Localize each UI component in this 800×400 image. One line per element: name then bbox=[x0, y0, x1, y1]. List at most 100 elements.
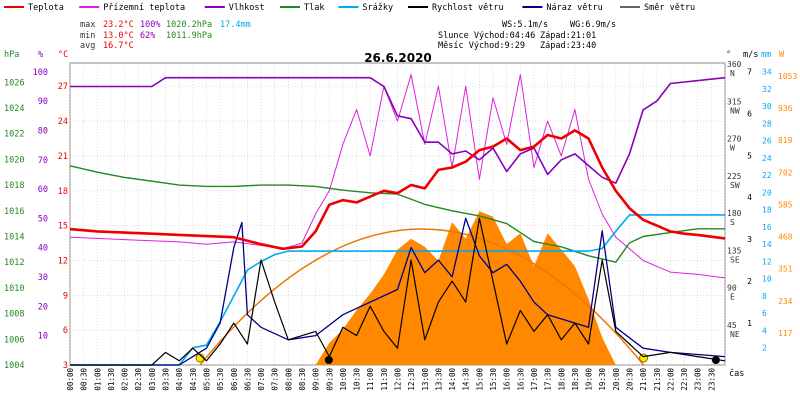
stats-max-temp: 23.2°C bbox=[103, 20, 134, 30]
tick-dir-deg: 180 bbox=[727, 209, 742, 218]
tick-hpa: 1026 bbox=[4, 78, 24, 88]
tick-x: 15:30 bbox=[489, 368, 498, 391]
tick-x: 18:30 bbox=[571, 368, 580, 391]
tick-mm: 30 bbox=[762, 102, 772, 111]
tick-x: 07:00 bbox=[257, 368, 266, 391]
sun-arc bbox=[199, 228, 645, 366]
tick-x: 04:00 bbox=[175, 368, 184, 391]
tick-mm: 22 bbox=[762, 171, 772, 180]
legend-smer-vetru-label: Směr větru bbox=[644, 3, 695, 13]
tick-dir-name: W bbox=[730, 144, 735, 153]
tick-x: 19:30 bbox=[598, 368, 607, 391]
tick-w: 819 bbox=[778, 136, 793, 145]
tick-mm: 18 bbox=[762, 206, 772, 215]
tick-ms: 3 bbox=[747, 235, 752, 244]
tick-x: 14:00 bbox=[448, 368, 457, 391]
tick-x: 20:30 bbox=[625, 368, 634, 391]
series-teplota bbox=[69, 129, 726, 251]
tick-x: 22:30 bbox=[680, 368, 689, 391]
tick-degc: 6 bbox=[63, 326, 68, 336]
tick-x: 04:30 bbox=[189, 368, 198, 391]
tick-x: 17:00 bbox=[530, 368, 539, 391]
tick-x: 23:00 bbox=[694, 368, 703, 391]
stats-wg: WG:6.9m/s bbox=[570, 20, 616, 30]
tick-hpa: 1012 bbox=[4, 258, 24, 268]
tick-hpa: 1024 bbox=[4, 104, 24, 114]
tick-dir-name: NW bbox=[730, 106, 740, 115]
stats-min-temp: 13.0°C bbox=[103, 31, 134, 41]
tick-hpa: 1018 bbox=[4, 181, 24, 191]
tick-dir-name: N bbox=[730, 69, 735, 78]
series-layer bbox=[69, 74, 726, 366]
legend-tlak-label: Tlak bbox=[304, 3, 324, 13]
tick-hpa: 1022 bbox=[4, 130, 24, 140]
tick-ms: 1 bbox=[747, 319, 752, 328]
tick-x: 13:00 bbox=[421, 368, 430, 391]
tick-x: 19:00 bbox=[585, 368, 594, 391]
tick-x: 08:30 bbox=[298, 368, 307, 391]
tick-mm: 2 bbox=[762, 344, 767, 353]
tick-dir-deg: 90 bbox=[727, 284, 737, 293]
tick-x: 07:30 bbox=[271, 368, 280, 391]
unit-ms: m/s bbox=[743, 50, 758, 60]
tick-ms: 6 bbox=[747, 109, 752, 118]
stats-max-label: max bbox=[80, 20, 95, 30]
tick-degc: 12 bbox=[58, 256, 68, 266]
tick-degc: 24 bbox=[58, 117, 68, 127]
tick-hpa: 1020 bbox=[4, 155, 24, 165]
tick-x: 11:30 bbox=[380, 368, 389, 391]
tick-x: 09:00 bbox=[312, 368, 321, 391]
tick-hpa: 1016 bbox=[4, 207, 24, 217]
tick-pct: 80 bbox=[38, 126, 48, 136]
tick-mm: 12 bbox=[762, 257, 772, 266]
tick-hpa: 1014 bbox=[4, 232, 24, 242]
unit-deg: ° bbox=[726, 50, 731, 60]
tick-x: 22:00 bbox=[666, 368, 675, 391]
unit-cas: čas bbox=[729, 368, 744, 379]
tick-ms: 5 bbox=[747, 151, 752, 160]
tick-x: 14:30 bbox=[462, 368, 471, 391]
tick-dir-name: NE bbox=[730, 330, 740, 339]
tick-mm: 10 bbox=[762, 275, 772, 284]
tick-x: 03:30 bbox=[162, 368, 171, 391]
tick-x: 15:00 bbox=[475, 368, 484, 391]
legend-prizemni-teplota-label: Přízemní teplota bbox=[103, 3, 185, 13]
tick-pct: 90 bbox=[38, 97, 48, 107]
tick-mm: 16 bbox=[762, 223, 772, 232]
tick-dir-deg: 315 bbox=[727, 97, 742, 106]
tick-x: 20:00 bbox=[612, 368, 621, 391]
tick-x: 05:30 bbox=[216, 368, 225, 391]
tick-pct: 50 bbox=[38, 214, 48, 224]
tick-degc: 18 bbox=[58, 187, 68, 197]
tick-hpa: 1004 bbox=[4, 361, 24, 371]
tick-dir-name: S bbox=[730, 218, 735, 227]
tick-mm: 8 bbox=[762, 292, 767, 301]
stats-avg-temp: 16.7°C bbox=[103, 41, 134, 51]
tick-w: 234 bbox=[778, 297, 793, 306]
tick-dir-deg: 270 bbox=[727, 135, 742, 144]
stats-max-press: 1020.2hPa bbox=[166, 20, 212, 30]
tick-w: 468 bbox=[778, 233, 793, 242]
unit-degc: °C bbox=[58, 50, 68, 60]
unit-pct: % bbox=[38, 50, 43, 60]
stats-sun-rise: Slunce Východ:04:46 bbox=[438, 31, 535, 41]
tick-x: 16:30 bbox=[516, 368, 525, 391]
tick-x: 05:00 bbox=[202, 368, 211, 391]
tick-x: 11:00 bbox=[366, 368, 375, 391]
tick-x: 02:30 bbox=[134, 368, 143, 391]
tick-x: 10:30 bbox=[353, 368, 362, 391]
tick-dir-name: SW bbox=[730, 181, 740, 190]
tick-x: 06:30 bbox=[243, 368, 252, 391]
legend-srazky-label: Srážky bbox=[362, 3, 393, 13]
stats-ws: WS:5.1m/s bbox=[502, 20, 548, 30]
tick-w: 1053 bbox=[778, 72, 797, 81]
tick-dir-name: SE bbox=[730, 255, 740, 264]
tick-x: 01:30 bbox=[107, 368, 116, 391]
tick-mm: 34 bbox=[762, 68, 772, 77]
tick-degc: 27 bbox=[58, 82, 68, 92]
tick-mm: 28 bbox=[762, 119, 772, 128]
tick-x: 10:00 bbox=[339, 368, 348, 391]
stats-avg-label: avg bbox=[80, 41, 95, 51]
unit-w: W bbox=[779, 50, 785, 60]
